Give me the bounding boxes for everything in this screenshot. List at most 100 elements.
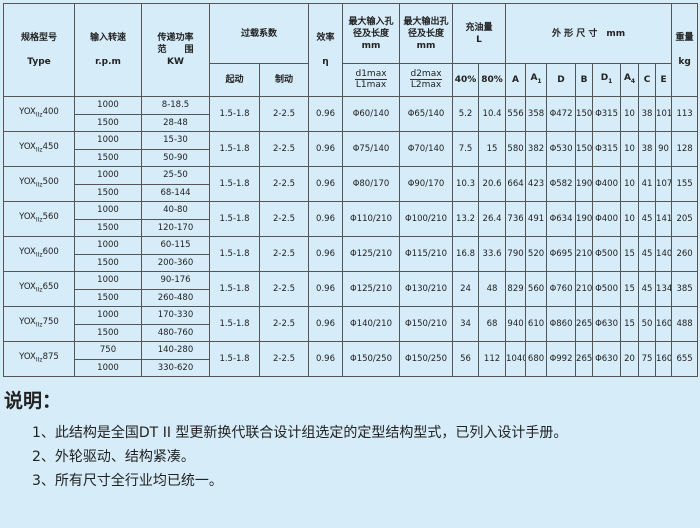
- cell-a1: 491: [525, 201, 548, 237]
- model-prefix: YOX: [19, 142, 36, 153]
- model-sub: IIz: [35, 216, 43, 224]
- cell-kg: 488: [671, 306, 699, 342]
- input-speed: 1500: [74, 323, 142, 342]
- table-row: YOXIIz560 1000 40-80 1.5-1.8 2-2.5 0.96 Φ110/2…: [3, 201, 699, 237]
- cell-a1: 520: [525, 236, 548, 272]
- notes-section: 说明： 1、此结构是全国DT II 型更新换代联合设计组选定的定型结构型式，已列…: [4, 386, 567, 493]
- table-row: 1500 120-170: [4, 218, 698, 237]
- header-A1: A1: [525, 63, 548, 97]
- cell-a4: 20: [620, 341, 640, 377]
- power-range: 28-48: [141, 113, 210, 132]
- cell-e: 101: [655, 96, 673, 132]
- cell-b: 265: [575, 341, 594, 377]
- cell-b: 190: [575, 201, 594, 237]
- cell-o80: 68: [478, 306, 507, 342]
- model-prefix: YOX: [19, 317, 36, 328]
- power-range: 330-620: [141, 358, 210, 377]
- cell-in: Φ125/210: [342, 236, 401, 272]
- cell-brake: 2-2.5: [258, 166, 310, 202]
- cell-kg: 128: [671, 131, 699, 167]
- model-size: 650: [42, 282, 59, 293]
- cell-a1: 560: [525, 271, 548, 307]
- cell-d1: Φ500: [592, 236, 622, 272]
- cell-e: 160: [655, 341, 673, 377]
- cell-kg: 113: [671, 96, 699, 132]
- cell-a: 1040: [505, 341, 527, 377]
- cell-a1: 423: [525, 166, 548, 202]
- cell-d: Φ472: [546, 96, 577, 132]
- model-type: YOXIIz450: [3, 131, 75, 167]
- input-speed: 1000: [74, 358, 142, 377]
- cell-e: 134: [655, 271, 673, 307]
- cell-o40: 56: [452, 341, 480, 377]
- cell-a4: 10: [620, 131, 640, 167]
- cell-o80: 26.4: [478, 201, 507, 237]
- cell-eff: 0.96: [308, 131, 344, 167]
- cell-a4: 10: [620, 166, 640, 202]
- cell-a4: 15: [620, 271, 640, 307]
- cell-a1: 610: [525, 306, 548, 342]
- cell-kg: 260: [671, 236, 699, 272]
- cell-kg: 385: [671, 271, 699, 307]
- cell-b: 150: [575, 96, 594, 132]
- cell-kg: 655: [671, 341, 699, 377]
- cell-e: 160: [655, 306, 673, 342]
- cell-in: Φ75/140: [342, 131, 401, 167]
- cell-c: 75: [638, 341, 657, 377]
- header-D: D: [546, 63, 577, 97]
- cell-a1: 680: [525, 341, 548, 377]
- power-range: 120-170: [141, 218, 210, 237]
- cell-o40: 16.8: [452, 236, 480, 272]
- table-body: YOXIIz400 1000 8-18.5 1.5-1.8 2-2.5 0.96 Φ60/1…: [3, 96, 699, 377]
- cell-brake: 2-2.5: [258, 201, 310, 237]
- cell-a4: 15: [620, 236, 640, 272]
- cell-o80: 10.4: [478, 96, 507, 132]
- header-brake: 制动: [258, 63, 310, 97]
- input-speed: 1000: [74, 271, 142, 290]
- cell-start: 1.5-1.8: [209, 131, 260, 167]
- power-range: 170-330: [141, 306, 210, 325]
- cell-a: 736: [505, 201, 527, 237]
- cell-a4: 15: [620, 306, 640, 342]
- header-output-bore: 最大输出孔径及长度mm: [399, 3, 454, 64]
- cell-in: Φ125/210: [342, 271, 401, 307]
- model-prefix: YOX: [19, 352, 36, 363]
- cell-c: 45: [638, 236, 657, 272]
- cell-eff: 0.96: [308, 306, 344, 342]
- model-size: 875: [42, 352, 59, 363]
- table-row: YOXIIz750 1000 170-330 1.5-1.8 2-2.5 0.96 Φ140…: [3, 306, 699, 342]
- cell-e: 140: [655, 236, 673, 272]
- cell-d: Φ530: [546, 131, 577, 167]
- cell-start: 1.5-1.8: [209, 341, 260, 377]
- input-speed: 1500: [74, 113, 142, 132]
- header-overload: 过载系数: [208, 3, 310, 64]
- cell-e: 107: [655, 166, 673, 202]
- power-range: 25-50: [141, 166, 210, 185]
- cell-c: 41: [638, 166, 657, 202]
- input-speed: 750: [74, 341, 142, 360]
- cell-a: 940: [505, 306, 527, 342]
- power-range: 68-144: [141, 183, 210, 202]
- cell-a: 556: [505, 96, 527, 132]
- table-row: 1500 260-480: [4, 288, 698, 307]
- cell-a1: 358: [525, 96, 548, 132]
- cell-kg: 205: [671, 201, 699, 237]
- note-item: 2、外轮驱动、结构紧凑。: [32, 449, 195, 465]
- power-range: 8-18.5: [141, 96, 210, 115]
- header-B: B: [575, 63, 594, 97]
- input-speed: 1000: [74, 166, 142, 185]
- cell-start: 1.5-1.8: [209, 166, 260, 202]
- cell-c: 45: [638, 271, 657, 307]
- input-speed: 1000: [74, 201, 142, 220]
- cell-eff: 0.96: [308, 96, 344, 132]
- cell-d1: Φ500: [592, 271, 622, 307]
- cell-d: Φ582: [546, 166, 577, 202]
- model-sub: IIz: [35, 111, 43, 119]
- cell-a4: 10: [620, 201, 640, 237]
- table-row: YOXIIz650 1000 90-176 1.5-1.8 2-2.5 0.96 Φ125/…: [3, 271, 699, 307]
- cell-d1: Φ630: [592, 341, 622, 377]
- cell-a: 664: [505, 166, 527, 202]
- table-row: 1500 200-360: [4, 253, 698, 272]
- model-type: YOXIIz875: [3, 341, 75, 377]
- input-speed: 1000: [74, 131, 142, 150]
